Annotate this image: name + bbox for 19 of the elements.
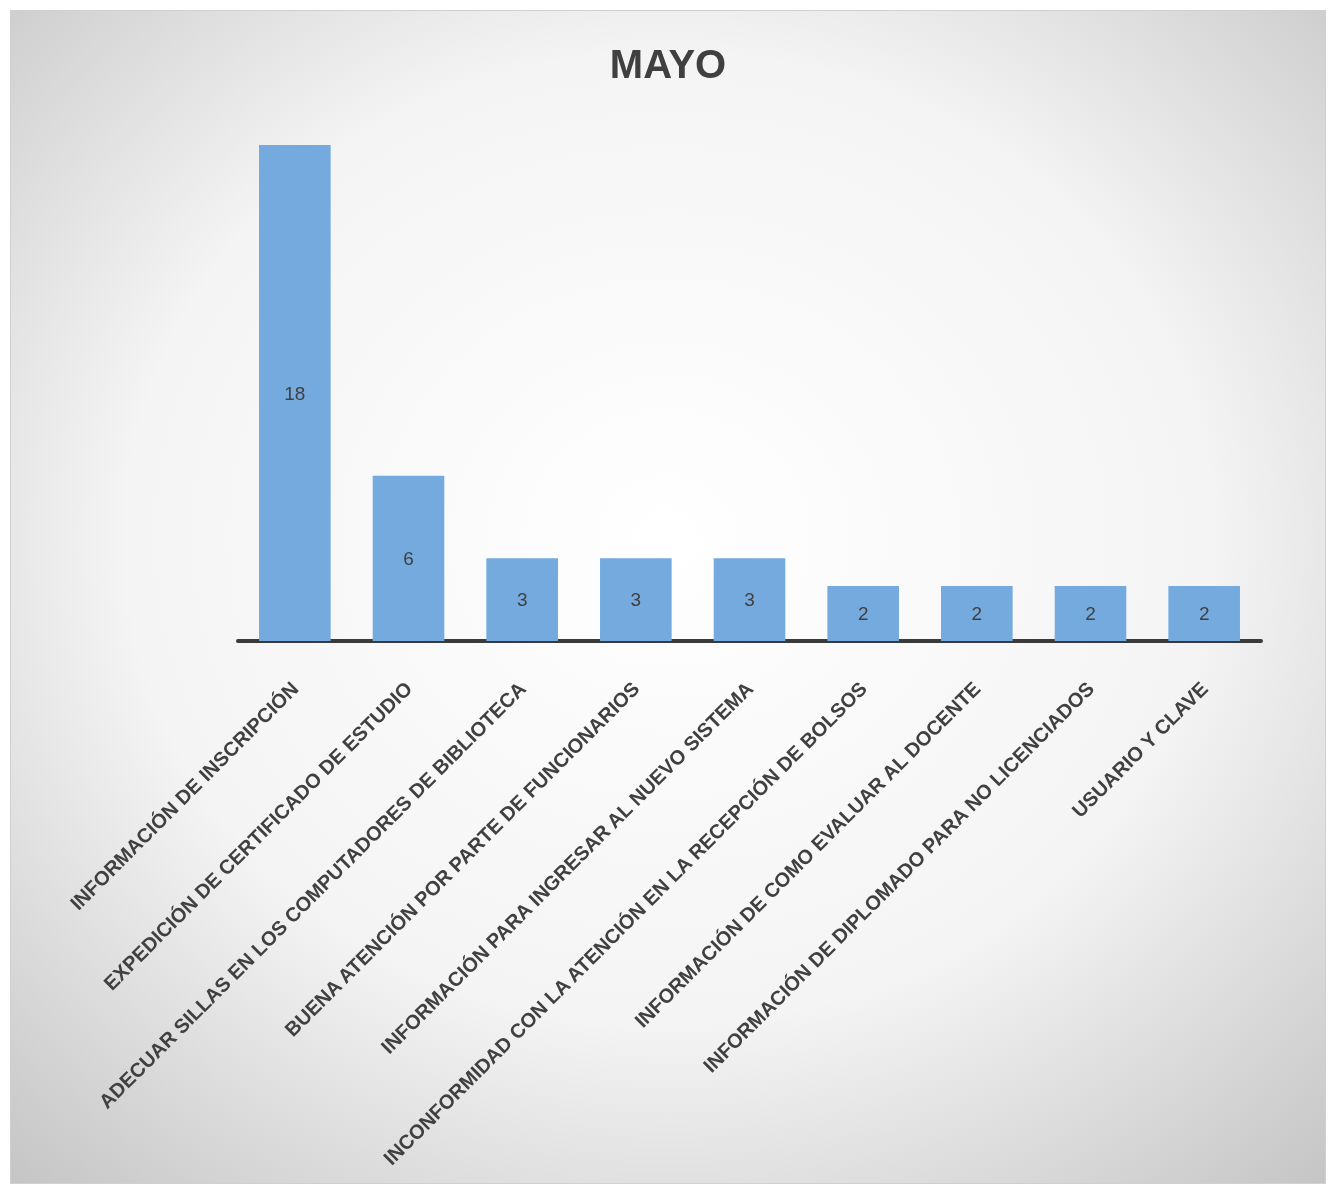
data-label: 3: [516, 589, 528, 611]
data-label: 2: [1085, 602, 1096, 624]
data-label: 2: [1198, 602, 1210, 624]
bar: [713, 558, 786, 641]
data-label: 2: [857, 602, 869, 624]
bar: [372, 475, 445, 641]
bar: [941, 585, 1013, 641]
data-label: 18: [284, 382, 306, 404]
bar: [486, 558, 558, 641]
bar: [1054, 585, 1127, 641]
chart-title: MAYO: [609, 42, 727, 86]
data-label: 3: [744, 589, 755, 611]
data-label: 6: [403, 547, 414, 569]
data-label: 2: [971, 602, 983, 624]
bar: [1168, 585, 1240, 641]
bar: [259, 145, 331, 641]
bar: [600, 558, 672, 641]
bar: [827, 585, 899, 641]
data-label: 3: [630, 589, 642, 611]
